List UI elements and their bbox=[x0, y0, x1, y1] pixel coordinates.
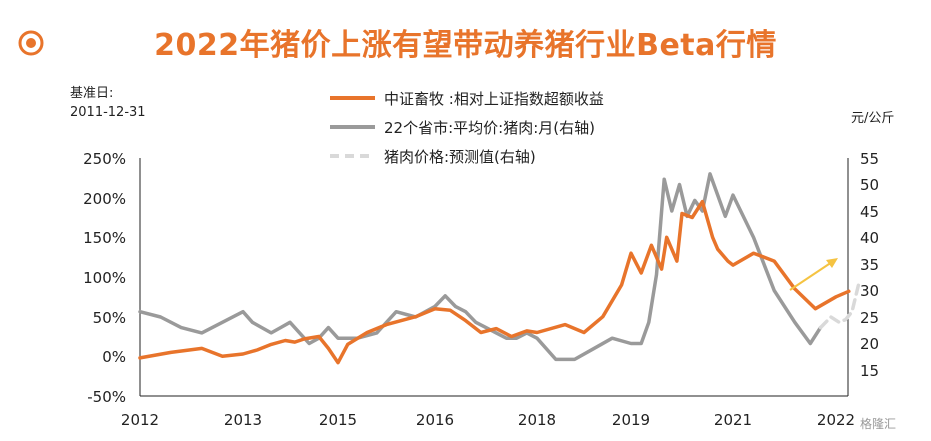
x-tick-label: 2016 bbox=[416, 411, 454, 429]
left-tick-label: 50% bbox=[93, 309, 126, 327]
base-date-value: 2011-12-31 bbox=[70, 105, 146, 120]
left-tick-label: 100% bbox=[83, 269, 126, 287]
right-tick-label: 30 bbox=[860, 282, 879, 300]
left-axis-ticks: 250% 200% 150% 100% 50% 0% -50% bbox=[83, 150, 126, 406]
brand-logo-icon bbox=[18, 30, 44, 56]
left-tick-label: 200% bbox=[83, 190, 126, 208]
series-layer bbox=[138, 172, 861, 365]
x-tick-label: 2018 bbox=[518, 411, 556, 429]
series-line-excess-return bbox=[138, 199, 851, 365]
watermark-text: 格隆汇 bbox=[860, 417, 897, 431]
right-axis-unit: 元/公斤 bbox=[851, 111, 895, 126]
x-tick-label: 2015 bbox=[319, 411, 357, 429]
x-tick-label: 2019 bbox=[612, 411, 650, 429]
right-tick-label: 40 bbox=[860, 229, 879, 247]
x-tick-label: 2013 bbox=[224, 411, 262, 429]
right-tick-label: 25 bbox=[860, 309, 879, 327]
x-tick-label: 2022 bbox=[817, 411, 855, 429]
trend-arrow-icon bbox=[789, 258, 838, 291]
right-tick-label: 15 bbox=[860, 362, 879, 380]
x-tick-label: 2012 bbox=[121, 411, 159, 429]
right-axis-ticks: 55 50 45 40 35 30 25 20 15 bbox=[860, 150, 879, 380]
series-line-forecast bbox=[818, 283, 861, 330]
x-axis-ticks: 2012 2013 2015 2016 2018 2019 2021 2022 bbox=[121, 411, 855, 429]
right-tick-label: 35 bbox=[860, 256, 879, 274]
left-tick-label: -50% bbox=[87, 388, 126, 406]
right-tick-label: 20 bbox=[860, 335, 879, 353]
legend-label-pork-price: 22个省市:平均价:猪肉:月(右轴) bbox=[384, 119, 595, 137]
base-date-block: 基准日: 2011-12-31 bbox=[70, 84, 146, 122]
chart-title: 2022年猪价上涨有望带动养猪行业Beta行情 bbox=[154, 28, 777, 63]
left-tick-label: 250% bbox=[83, 150, 126, 168]
legend: 中证畜牧 :相对上证指数超额收益 22个省市:平均价:猪肉:月(右轴) 猪肉价格… bbox=[330, 90, 604, 166]
left-tick-label: 0% bbox=[102, 348, 126, 366]
right-tick-label: 55 bbox=[860, 150, 879, 168]
left-tick-label: 150% bbox=[83, 229, 126, 247]
legend-label-excess-return: 中证畜牧 :相对上证指数超额收益 bbox=[384, 90, 604, 108]
right-tick-label: 50 bbox=[860, 176, 879, 194]
legend-label-forecast: 猪肉价格:预测值(右轴) bbox=[384, 148, 536, 166]
base-date-label: 基准日: bbox=[70, 86, 114, 101]
x-tick-label: 2021 bbox=[714, 411, 752, 429]
right-tick-label: 45 bbox=[860, 203, 879, 221]
